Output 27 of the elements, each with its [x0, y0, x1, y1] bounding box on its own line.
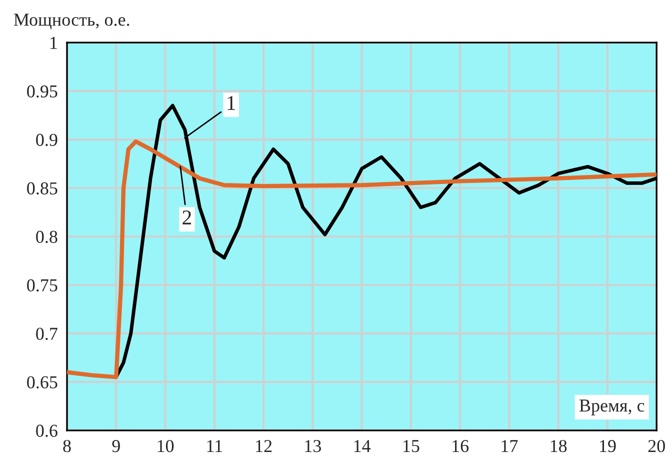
x-tick-label: 13: [305, 440, 321, 452]
x-axis-title: Время, с: [579, 400, 644, 416]
x-tick-label: 17: [502, 440, 518, 452]
y-tick-label: 0.6: [36, 424, 58, 437]
y-tick-label: 0.65: [27, 376, 58, 388]
x-tick-label: 14: [354, 440, 371, 452]
y-tick-label: 1: [50, 36, 57, 49]
y-axis-title: Мощность, о.е.: [14, 14, 130, 30]
annotation: 1: [228, 96, 236, 110]
annotation: 2: [182, 210, 192, 224]
x-tick-label: 10: [158, 440, 174, 452]
y-tick-label: 0.8: [36, 230, 58, 244]
x-tick-label: 12: [256, 440, 272, 452]
x-tick-label: 19: [600, 440, 616, 452]
x-tick-label: 9: [112, 440, 120, 452]
x-tick-label: 16: [452, 440, 469, 452]
x-tick-label: 20: [648, 440, 665, 452]
y-tick-label: 0.95: [27, 85, 58, 98]
line-series: [67, 139, 657, 380]
x-tick-label: 11: [207, 440, 222, 452]
y-tick-label: 0.9: [36, 134, 58, 146]
x-tick-label: 15: [403, 440, 420, 452]
x-tick-label: 18: [550, 440, 567, 452]
y-tick-label: 0.7: [36, 328, 58, 340]
y-tick-label: 0.85: [27, 182, 58, 195]
x-tick-label: 8: [63, 440, 71, 452]
y-tick-label: 0.75: [27, 279, 58, 292]
